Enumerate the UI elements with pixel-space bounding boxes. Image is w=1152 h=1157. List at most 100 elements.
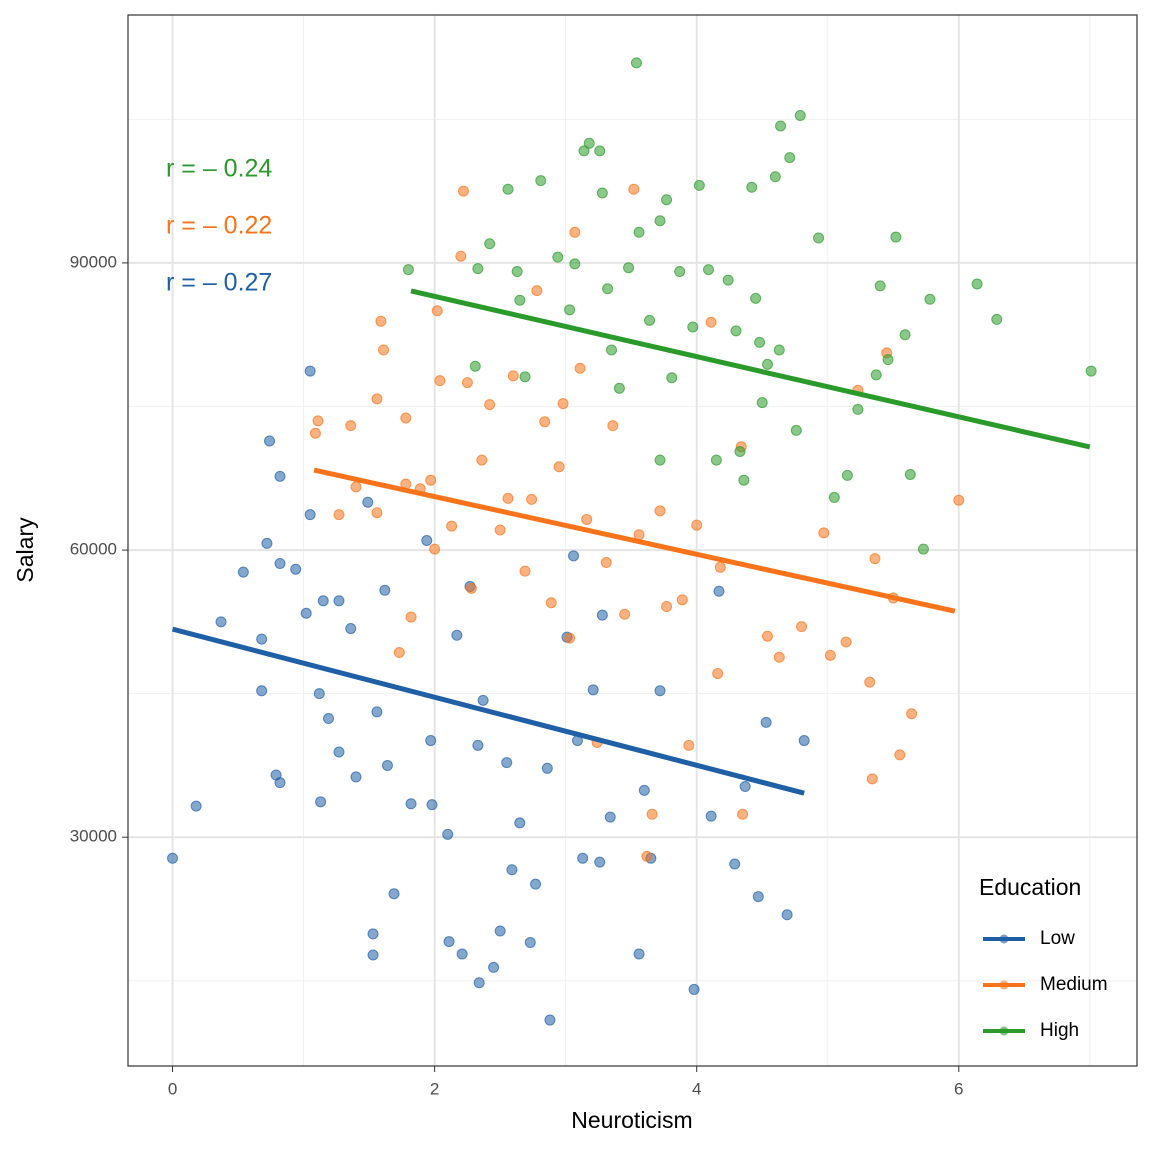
- point: [304, 365, 316, 377]
- point: [737, 808, 749, 820]
- annotation: r = – 0.22: [166, 212, 272, 240]
- point: [371, 507, 383, 519]
- point: [784, 152, 796, 164]
- point: [535, 175, 547, 187]
- plot-border: [127, 14, 1138, 1067]
- point: [971, 278, 983, 290]
- point: [904, 468, 916, 480]
- point: [756, 397, 768, 409]
- point: [769, 171, 781, 183]
- point: [654, 505, 666, 517]
- point: [734, 445, 746, 457]
- point: [594, 145, 606, 157]
- point: [472, 263, 484, 275]
- point: [552, 251, 564, 263]
- point: [894, 749, 906, 761]
- point: [828, 491, 840, 503]
- y-tick-label: 30000: [70, 827, 117, 846]
- point: [511, 266, 523, 278]
- point: [473, 977, 485, 989]
- point: [557, 398, 569, 410]
- point: [274, 557, 286, 569]
- point: [730, 325, 742, 337]
- fit-line: [410, 288, 1091, 450]
- point: [619, 608, 631, 620]
- point: [519, 371, 531, 383]
- point: [290, 563, 302, 575]
- point: [906, 708, 918, 720]
- annotation: r = – 0.24: [166, 155, 272, 183]
- point: [455, 250, 467, 262]
- point: [429, 543, 441, 555]
- x-tick-label: 0: [168, 1079, 177, 1098]
- point: [687, 321, 699, 333]
- point: [501, 757, 513, 769]
- point: [371, 706, 383, 718]
- legend-swatch-point: [999, 1026, 1009, 1036]
- point: [866, 773, 878, 785]
- point: [367, 928, 379, 940]
- point: [583, 137, 595, 149]
- point: [514, 817, 526, 829]
- point: [564, 304, 576, 316]
- point: [378, 344, 390, 356]
- point: [312, 415, 324, 427]
- point: [322, 713, 334, 725]
- point: [421, 535, 433, 546]
- point: [381, 759, 393, 771]
- point: [607, 420, 619, 432]
- point: [654, 685, 666, 697]
- point: [602, 283, 614, 295]
- point: [469, 360, 481, 372]
- point: [350, 481, 362, 493]
- point: [761, 358, 773, 370]
- point: [274, 470, 286, 482]
- point: [446, 520, 458, 532]
- point: [641, 850, 653, 862]
- point: [313, 688, 325, 700]
- point: [794, 110, 806, 122]
- point: [752, 891, 764, 903]
- point: [773, 344, 785, 356]
- point: [564, 632, 576, 644]
- point: [738, 474, 750, 486]
- point: [703, 264, 715, 276]
- point: [870, 369, 882, 381]
- point: [345, 623, 357, 635]
- point: [568, 550, 580, 562]
- fit-line: [171, 626, 805, 796]
- point: [400, 412, 412, 424]
- y-axis-title: Salary: [12, 517, 38, 583]
- point: [661, 601, 673, 613]
- point: [775, 120, 787, 132]
- point: [840, 636, 852, 648]
- point: [388, 888, 400, 900]
- point: [315, 796, 327, 808]
- point: [526, 493, 538, 505]
- point: [488, 961, 500, 973]
- point: [530, 878, 542, 890]
- point: [683, 739, 695, 751]
- point: [661, 194, 673, 206]
- point: [362, 496, 374, 508]
- point: [553, 461, 565, 473]
- point: [317, 595, 329, 607]
- point: [924, 293, 936, 305]
- point: [256, 685, 268, 697]
- point: [623, 262, 635, 274]
- point: [371, 393, 383, 405]
- point: [274, 777, 286, 789]
- point: [494, 925, 506, 937]
- point: [705, 316, 717, 328]
- point: [426, 799, 438, 811]
- point: [472, 739, 484, 751]
- point: [309, 427, 321, 439]
- point: [502, 492, 514, 504]
- point: [333, 509, 345, 521]
- point: [507, 370, 519, 382]
- point: [864, 676, 876, 688]
- point: [644, 314, 656, 326]
- point: [405, 798, 417, 810]
- point: [729, 858, 741, 870]
- point: [869, 553, 881, 565]
